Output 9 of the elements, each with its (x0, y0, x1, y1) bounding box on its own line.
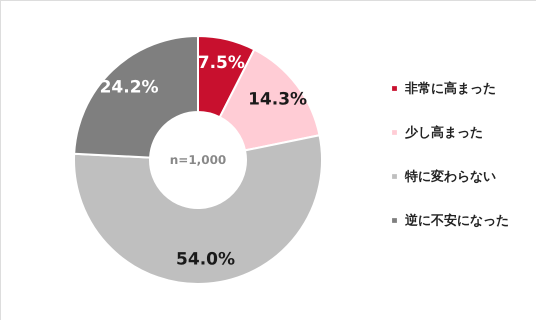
legend-label: 非常に高まった (404, 80, 496, 96)
text: n=1,000 (170, 153, 226, 167)
data-label: 24.2% (100, 78, 159, 98)
data-label: 54.0% (176, 250, 236, 270)
legend-label: 特に変わらない (404, 168, 496, 184)
data-label: 14.3% (248, 89, 308, 110)
legend-label: 少し高まった (404, 124, 483, 140)
legend-label: 逆に不安になった (404, 212, 509, 228)
data-label: 7.5% (198, 52, 245, 73)
